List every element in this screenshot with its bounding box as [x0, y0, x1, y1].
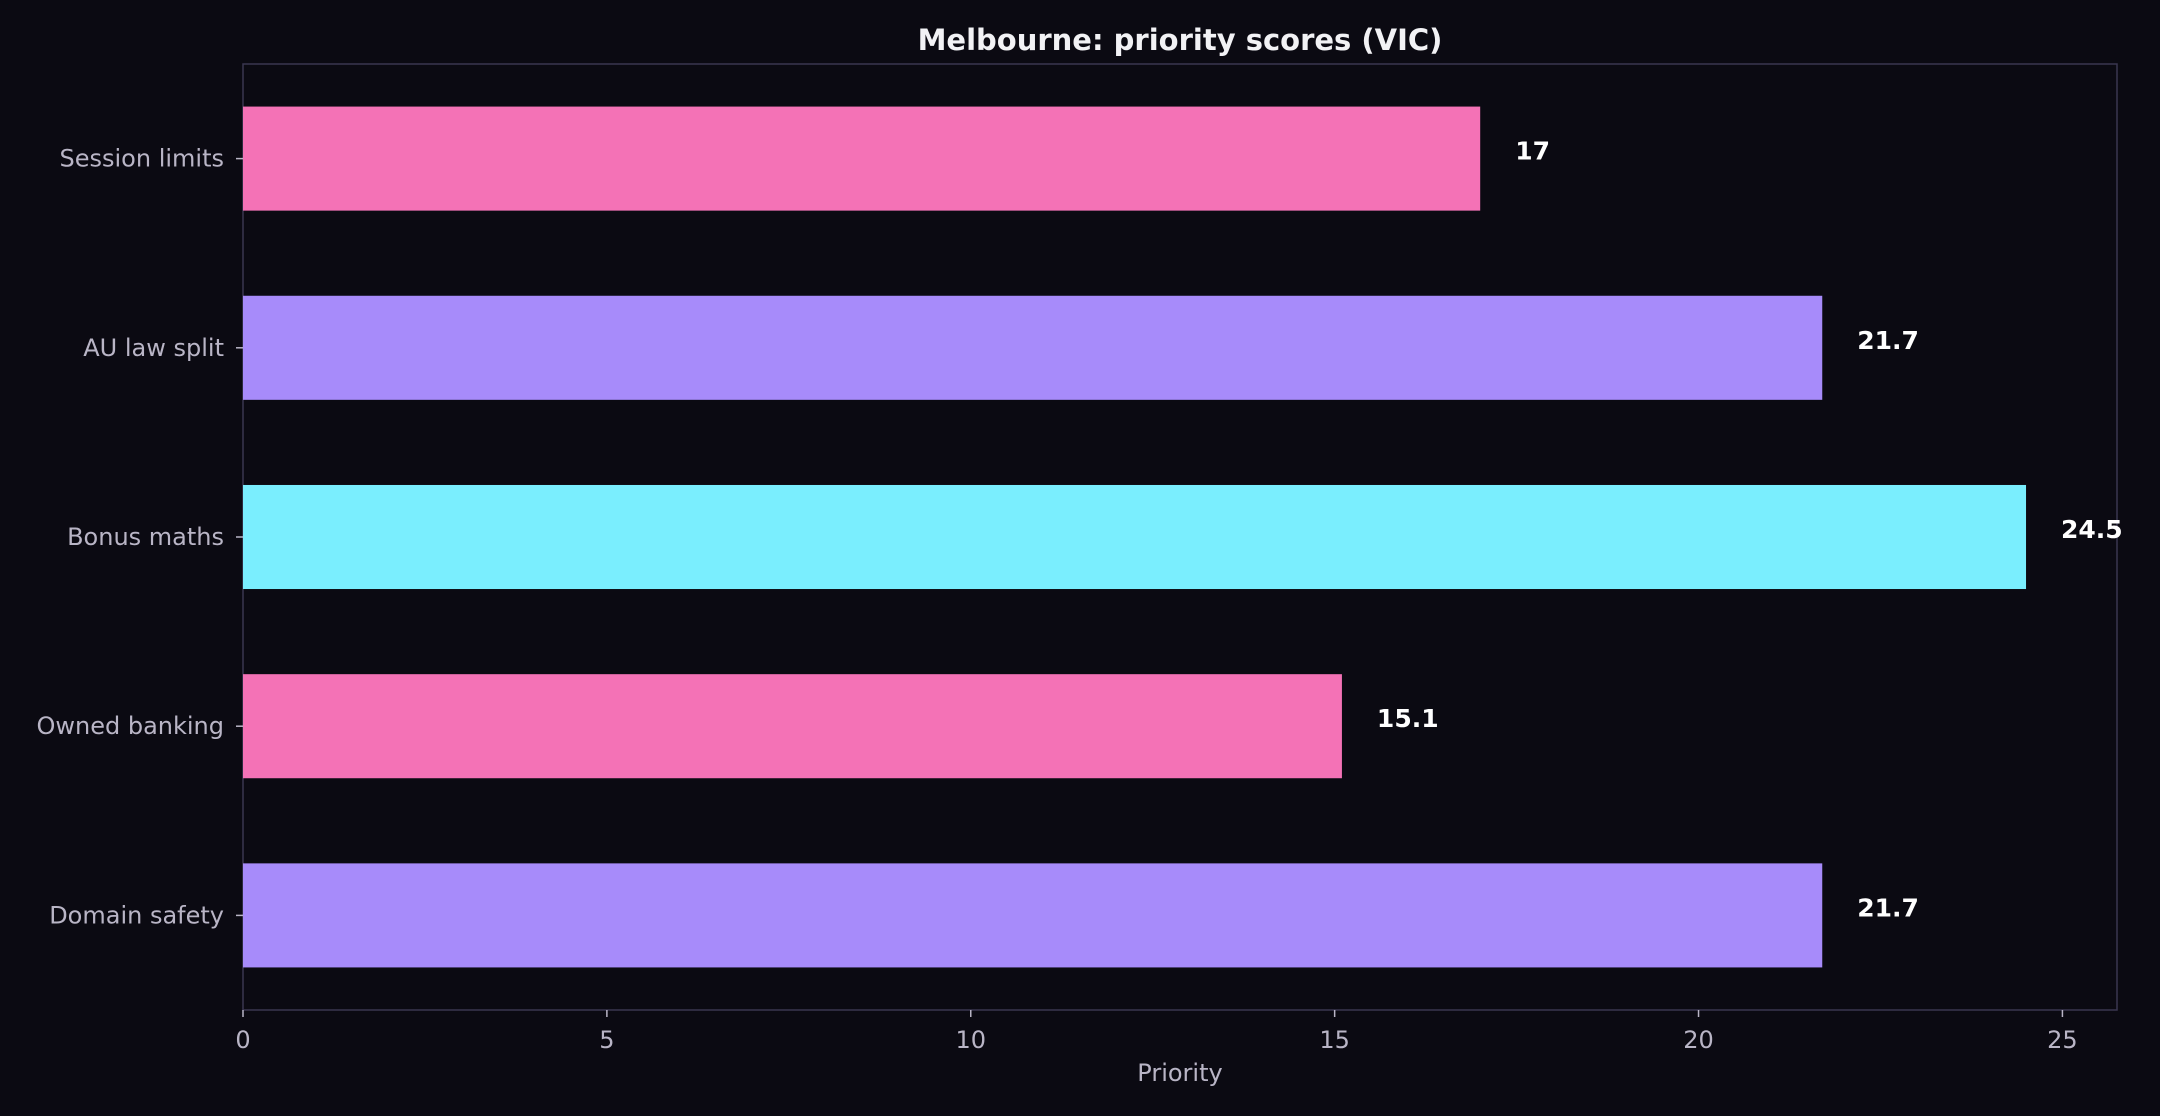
x-axis-label: Priority — [1137, 1059, 1222, 1087]
bar — [243, 106, 1481, 211]
data-label: 15.1 — [1377, 704, 1439, 733]
chart-title: Melbourne: priority scores (VIC) — [918, 23, 1443, 57]
x-tick-label: 0 — [235, 1026, 250, 1054]
data-label: 21.7 — [1857, 326, 1919, 355]
plot-area: Session limits 17 AU law split 21.7 Bonus ma… — [36, 63, 2123, 1054]
x-tick-label: 15 — [1319, 1026, 1350, 1054]
data-label: 24.5 — [2061, 515, 2123, 544]
y-tick-label: Session limits — [60, 145, 225, 173]
bar — [243, 674, 1342, 779]
data-label: 17 — [1515, 137, 1550, 166]
x-tick-label: 10 — [955, 1026, 986, 1054]
x-tick-label: 5 — [599, 1026, 614, 1054]
bar — [243, 484, 2027, 590]
x-tick-label: 25 — [2047, 1026, 2078, 1054]
y-tick-label: Domain safety — [49, 901, 224, 929]
bar — [243, 863, 1823, 968]
y-tick-label: Bonus maths — [67, 523, 224, 551]
y-tick-label: AU law split — [83, 334, 224, 362]
bar — [243, 295, 1823, 400]
y-tick-label: Owned banking — [36, 712, 224, 740]
x-tick-label: 20 — [1683, 1026, 1714, 1054]
data-label: 21.7 — [1857, 893, 1919, 922]
